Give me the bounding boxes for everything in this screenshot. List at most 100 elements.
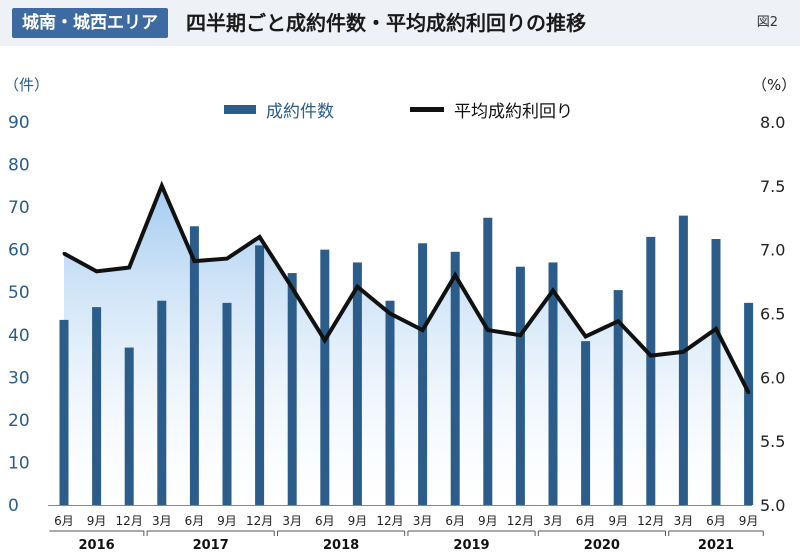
right-tick-5.0: 5.0 <box>760 496 785 515</box>
yield-point-0 <box>62 251 66 255</box>
left-tick-10: 10 <box>8 453 30 473</box>
bar-0 <box>59 319 69 505</box>
header-bar: 城南・城西エリア 四半期ごと成約件数・平均成約利回りの推移 図2 <box>0 0 800 46</box>
left-tick-60: 60 <box>8 241 30 261</box>
year-label-2018: 2018 <box>323 538 359 553</box>
yield-point-3 <box>160 184 164 188</box>
bar-11 <box>418 243 428 506</box>
x-tick-8: 6月 <box>315 514 335 528</box>
yield-point-7 <box>290 286 294 290</box>
yield-point-9 <box>355 285 359 289</box>
right-tick-7.0: 7.0 <box>760 241 785 260</box>
yield-point-11 <box>421 328 425 332</box>
left-tick-50: 50 <box>8 283 30 303</box>
bar-5 <box>222 302 232 505</box>
bar-20 <box>711 239 721 505</box>
right-axis-unit: （%） <box>752 76 796 94</box>
right-axis: 5.0 5.5 6.0 6.5 7.0 7.5 8.0 <box>760 113 785 515</box>
yield-point-6 <box>258 235 262 239</box>
yield-line-series <box>62 180 751 395</box>
yield-point-4 <box>192 259 196 263</box>
legend-bar-label: 成約件数 <box>266 102 334 122</box>
bar-4 <box>189 226 199 505</box>
x-axis: 6月 9月 12月 3月 6月 9月 12月 3月 6月 9月 12月 3月 6月 9月 12月 3月 6月 9月… <box>48 505 764 553</box>
x-tick-19: 3月 <box>674 514 694 528</box>
bar-13 <box>483 217 493 505</box>
year-label-2021: 2021 <box>698 538 734 553</box>
year-label-2017: 2017 <box>193 538 229 553</box>
bar-1 <box>92 307 102 505</box>
left-axis-unit: （件） <box>4 76 49 94</box>
bar-18 <box>646 236 656 505</box>
bar-2 <box>124 347 134 505</box>
x-tick-11: 3月 <box>413 514 433 528</box>
left-tick-30: 30 <box>8 368 30 388</box>
x-tick-10: 12月 <box>376 514 403 528</box>
bar-19 <box>678 215 688 505</box>
figure-label: 図2 <box>756 15 778 30</box>
x-tick-14: 12月 <box>507 514 534 528</box>
bar-9 <box>352 262 362 505</box>
x-tick-7: 3月 <box>282 514 302 528</box>
yield-area <box>64 185 749 506</box>
yield-point-14 <box>518 333 522 337</box>
bar-6 <box>255 245 265 505</box>
year-label-2019: 2019 <box>453 538 489 553</box>
bar-15 <box>548 262 558 505</box>
bar-10 <box>385 300 395 505</box>
yield-point-1 <box>95 269 99 273</box>
x-tick-18: 12月 <box>637 514 664 528</box>
left-tick-0: 0 <box>8 496 19 516</box>
x-tick-15: 3月 <box>543 514 563 528</box>
left-tick-90: 90 <box>8 113 30 133</box>
yield-point-20 <box>714 327 718 331</box>
x-tick-0: 6月 <box>54 514 74 528</box>
x-tick-9: 9月 <box>348 514 368 528</box>
yield-point-18 <box>649 354 653 358</box>
bar-21 <box>744 302 754 505</box>
x-tick-6: 12月 <box>246 514 273 528</box>
x-tick-21: 9月 <box>739 514 759 528</box>
left-tick-40: 40 <box>8 326 30 346</box>
legend-bar-swatch <box>224 105 256 114</box>
x-tick-17: 9月 <box>608 514 628 528</box>
left-tick-80: 80 <box>8 156 30 176</box>
right-tick-6.5: 6.5 <box>760 305 785 324</box>
legend: 成約件数 平均成約利回り <box>224 102 573 122</box>
bar-17 <box>613 290 623 505</box>
x-tick-16: 6月 <box>576 514 596 528</box>
yield-point-2 <box>127 266 131 270</box>
x-tick-20: 6月 <box>706 514 726 528</box>
bar-16 <box>581 341 591 505</box>
year-label-2016: 2016 <box>79 538 115 553</box>
yield-point-21 <box>747 391 751 395</box>
bar-12 <box>450 251 460 505</box>
right-tick-6.0: 6.0 <box>760 368 785 387</box>
yield-area-fill <box>64 185 749 506</box>
yield-line <box>63 180 751 394</box>
x-tick-1: 9月 <box>87 514 107 528</box>
yield-point-19 <box>681 350 685 354</box>
year-label-2020: 2020 <box>584 538 620 553</box>
bar-8 <box>320 249 330 505</box>
bar-14 <box>515 266 525 505</box>
right-tick-5.5: 5.5 <box>760 432 785 451</box>
legend-line-swatch <box>410 107 444 112</box>
yield-point-12 <box>453 273 457 277</box>
left-tick-70: 70 <box>8 198 30 218</box>
yield-point-8 <box>323 338 327 342</box>
yield-point-13 <box>486 328 490 332</box>
bar-7 <box>287 273 297 505</box>
x-tick-2: 12月 <box>116 514 143 528</box>
x-tick-3: 3月 <box>152 514 172 528</box>
bar-series <box>59 215 754 506</box>
chart-title: 四半期ごと成約件数・平均成約利回りの推移 <box>186 11 586 35</box>
x-tick-4: 6月 <box>185 514 205 528</box>
yield-point-16 <box>584 334 588 338</box>
area-badge: 城南・城西エリア <box>12 8 168 38</box>
legend-line-label: 平均成約利回り <box>454 102 573 122</box>
yield-point-10 <box>388 312 392 315</box>
bar-3 <box>157 300 167 505</box>
yield-point-17 <box>616 319 620 323</box>
